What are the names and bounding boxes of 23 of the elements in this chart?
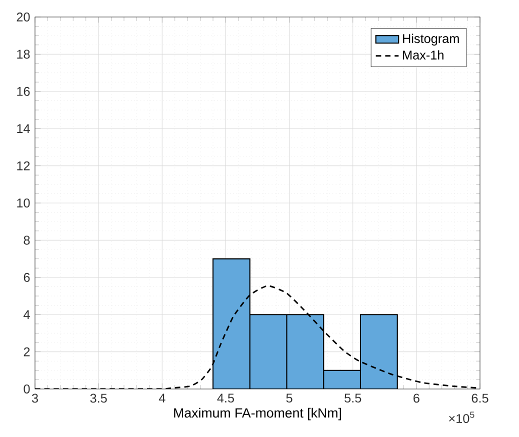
x-tick-label: 6 — [414, 394, 420, 403]
text: ×10$^{5}$ — [449, 412, 474, 424]
y-tick-label: 14 — [17, 124, 30, 133]
x-axis-title: Maximum FA-moment [kNm] — [174, 408, 341, 420]
y-tick-label: 8 — [24, 236, 30, 245]
x-tick-label: 5 — [286, 394, 292, 403]
x-tick-label: 6.5 — [472, 394, 488, 403]
y-tick-label: 0 — [24, 384, 30, 394]
y-tick-label: 10 — [17, 198, 30, 208]
y-tick-label: 20 — [16, 12, 30, 22]
legend-label: Max-1h — [403, 50, 444, 60]
y-tick-label: 18 — [17, 50, 30, 59]
legend-label: Histogram — [403, 34, 459, 46]
y-tick-label: 2 — [24, 347, 30, 356]
x-tick-label: 4 — [158, 394, 166, 402]
x-tick-label: 4.5 — [217, 394, 234, 403]
x-tick-label: 3.5 — [90, 394, 107, 403]
y-tick-label: 16 — [17, 86, 30, 96]
x-tick-label: 3 — [32, 394, 38, 403]
x-tick-label: 5.5 — [344, 394, 362, 403]
y-tick-label: 6 — [24, 272, 30, 282]
y-tick-label: 4 — [24, 310, 30, 319]
y-tick-label: 12 — [17, 161, 30, 170]
